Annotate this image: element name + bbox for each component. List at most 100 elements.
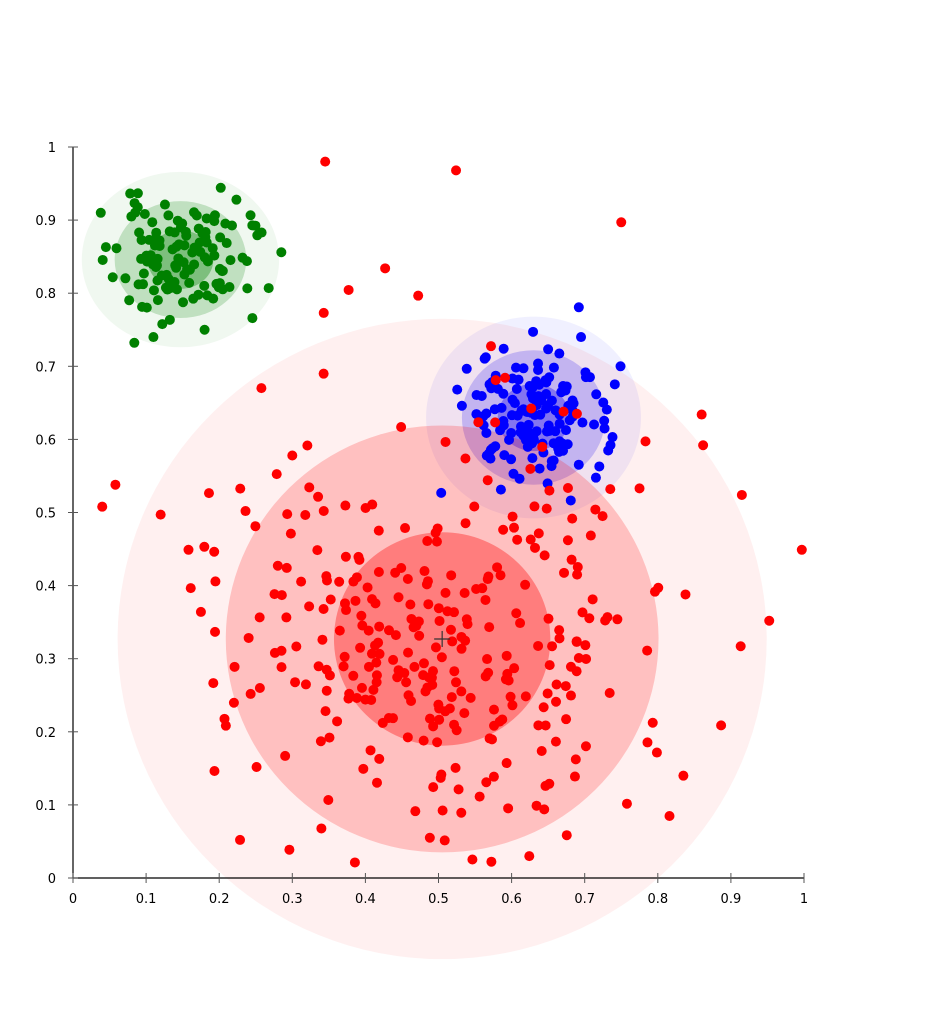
- cluster-2-point: [529, 542, 540, 553]
- cluster-0-point: [215, 182, 226, 193]
- cluster-0-point: [148, 285, 159, 296]
- cluster-2-point: [459, 587, 470, 598]
- cluster-2-point: [402, 574, 413, 585]
- cluster-2-point: [507, 700, 518, 711]
- cluster-2-point: [304, 601, 315, 612]
- cluster-2-point: [334, 576, 345, 587]
- cluster-2-point: [409, 661, 420, 672]
- cluster-2-point: [254, 682, 265, 693]
- cluster-2-point: [272, 560, 283, 571]
- cluster-2-point: [444, 703, 455, 714]
- cluster-2-point: [449, 666, 460, 677]
- cluster-2-point: [388, 713, 399, 724]
- cluster-2-point: [155, 509, 166, 520]
- cluster-2-point: [547, 641, 558, 652]
- x-tick-label: 0.2: [209, 892, 230, 907]
- cluster-2-point: [208, 678, 219, 689]
- cluster-0-point: [147, 217, 158, 228]
- cluster-2-point: [541, 503, 552, 514]
- cluster-0-point: [256, 227, 267, 238]
- cluster-2-point: [488, 771, 499, 782]
- cluster-1-point: [615, 361, 626, 372]
- cluster-2-point: [405, 599, 416, 610]
- cluster-1-point: [573, 302, 584, 313]
- cluster-2-point: [434, 615, 445, 626]
- cluster-2-point: [399, 668, 410, 679]
- cluster-2-point: [539, 804, 550, 815]
- cluster-1-point: [509, 398, 520, 409]
- cluster-2-point: [565, 690, 576, 701]
- cluster-2-point: [551, 696, 562, 707]
- cluster-2-point: [511, 608, 522, 619]
- y-tick-label: 0.3: [35, 653, 56, 668]
- cluster-2-point: [571, 636, 582, 647]
- cluster-1-point: [550, 426, 561, 437]
- cluster-2-point: [418, 735, 429, 746]
- cluster-2-point: [436, 652, 447, 663]
- cluster-2-point: [456, 686, 467, 697]
- cluster-2-point: [285, 528, 296, 539]
- cluster-0-point: [178, 257, 189, 268]
- cluster-2-point: [281, 562, 292, 573]
- cluster-2-point: [380, 263, 391, 274]
- cluster-2-point: [558, 406, 569, 417]
- cluster-2-point: [537, 441, 548, 452]
- cluster-2-point: [525, 463, 536, 474]
- cluster-2-point: [371, 777, 382, 788]
- cluster-2-point: [358, 763, 369, 774]
- cluster-2-point: [401, 677, 412, 688]
- cluster-2-point: [276, 662, 287, 673]
- cluster-2-point: [209, 546, 220, 557]
- cluster-1-point: [461, 363, 472, 374]
- y-tick-label: 0.2: [35, 726, 56, 741]
- cluster-1-point: [496, 402, 507, 413]
- cluster-2-point: [445, 624, 456, 635]
- cluster-2-point: [235, 483, 246, 494]
- cluster-1-point: [481, 427, 492, 438]
- cluster-2-point: [430, 642, 441, 653]
- cluster-2-point: [467, 854, 478, 865]
- cluster-2-point: [536, 746, 547, 757]
- cluster-2-point: [482, 475, 493, 486]
- cluster-1-point: [577, 417, 588, 428]
- x-tick-label: 0.3: [282, 892, 303, 907]
- cluster-2-point: [539, 550, 550, 561]
- cluster-2-point: [400, 523, 411, 534]
- cluster-2-point: [602, 612, 613, 623]
- cluster-2-point: [269, 589, 280, 600]
- cluster-2-point: [501, 758, 512, 769]
- cluster-1-point: [528, 393, 539, 404]
- cluster-2-point: [567, 513, 578, 524]
- cluster-2-point: [554, 625, 565, 636]
- cluster-0-point: [157, 319, 168, 330]
- cluster-2-point: [254, 612, 265, 623]
- cluster-2-point: [509, 522, 520, 533]
- cluster-1-point: [471, 409, 482, 420]
- cluster-0-point: [221, 238, 232, 249]
- cluster-2-point: [716, 720, 727, 731]
- cluster-0-point: [195, 246, 206, 257]
- cluster-2-point: [538, 702, 549, 713]
- x-tick-label: 0.6: [501, 892, 522, 907]
- cluster-2-point: [587, 594, 598, 605]
- cluster-2-point: [383, 625, 394, 636]
- cluster-2-point: [642, 737, 653, 748]
- cluster-2-point: [653, 582, 664, 593]
- cluster-1-point: [599, 423, 610, 434]
- y-tick-label: 0: [48, 872, 56, 887]
- cluster-1-point: [531, 376, 542, 387]
- cluster-2-point: [291, 641, 302, 652]
- cluster-2-point: [256, 383, 267, 394]
- cluster-2-point: [440, 436, 451, 447]
- cluster-1-point: [513, 374, 524, 385]
- cluster-2-point: [440, 587, 451, 598]
- cluster-0-point: [263, 283, 274, 294]
- cluster-2-point: [565, 661, 576, 672]
- cluster-2-point: [396, 562, 407, 573]
- cluster-1-point: [527, 438, 538, 449]
- cluster-0-point: [152, 295, 163, 306]
- x-tick-label: 0: [69, 892, 77, 907]
- cluster-0-point: [250, 220, 261, 231]
- cluster-2-point: [421, 579, 432, 590]
- cluster-2-point: [451, 165, 462, 176]
